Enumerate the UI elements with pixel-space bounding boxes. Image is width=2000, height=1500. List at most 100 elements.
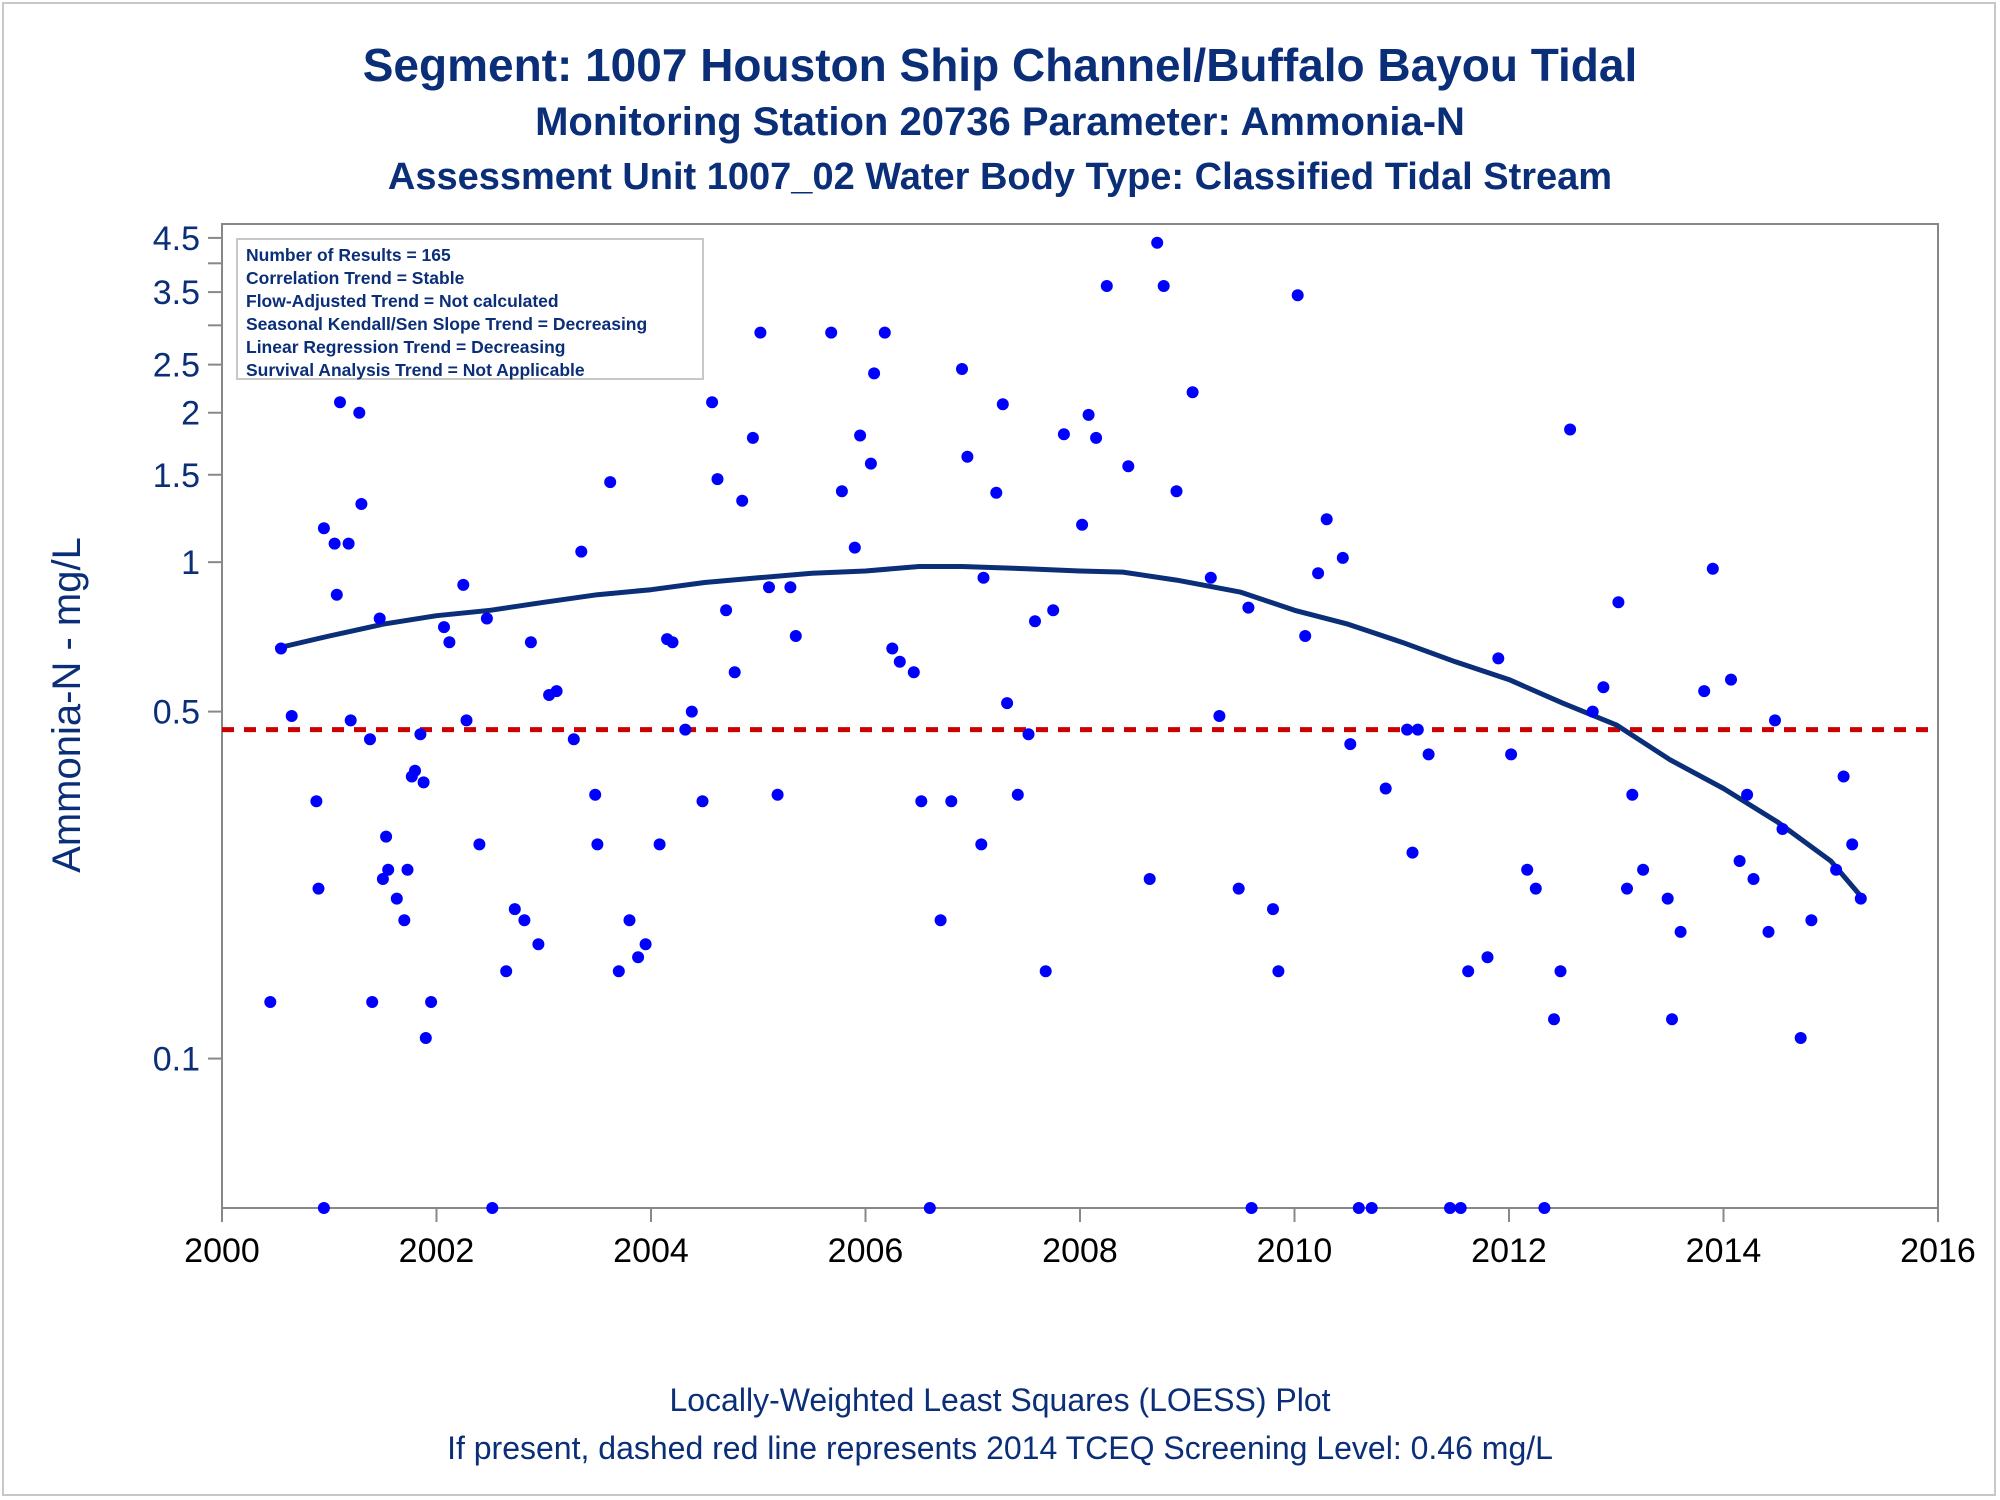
data-point	[1232, 882, 1245, 895]
x-tick-label: 2004	[613, 1232, 689, 1270]
data-point	[417, 776, 430, 789]
data-point	[1022, 728, 1035, 741]
y-tick-label: 0.5	[153, 694, 200, 732]
data-point	[342, 537, 355, 550]
data-point	[1492, 652, 1505, 665]
data-point	[330, 588, 343, 601]
data-point	[1401, 723, 1414, 736]
data-point	[886, 642, 899, 655]
data-point	[604, 476, 617, 489]
data-point	[653, 838, 666, 851]
chart-subtitle-assessment: Assessment Unit 1007_02 Water Body Type:…	[387, 156, 1613, 198]
data-point	[591, 838, 604, 851]
data-point	[1170, 485, 1183, 498]
data-point	[736, 494, 749, 507]
data-point	[264, 996, 277, 1008]
data-point	[825, 326, 838, 339]
data-point	[1706, 562, 1719, 575]
data-point	[893, 655, 906, 668]
data-point	[711, 473, 724, 486]
data-point	[1039, 965, 1052, 978]
trend-summary-line: Seasonal Kendall/Sen Slope Trend = Decre…	[246, 314, 648, 334]
data-point	[1082, 408, 1095, 421]
data-point	[1769, 714, 1781, 727]
data-point	[1846, 838, 1859, 851]
x-tick-label: 2006	[828, 1232, 904, 1270]
data-point	[398, 914, 411, 927]
y-tick-label: 4.5	[153, 220, 200, 258]
data-point	[567, 733, 580, 746]
data-point	[685, 705, 698, 718]
data-point	[1538, 1202, 1551, 1214]
data-point	[784, 581, 797, 594]
data-point	[1597, 681, 1610, 694]
data-point	[1637, 863, 1650, 876]
data-point	[317, 1202, 330, 1214]
data-point	[746, 431, 759, 444]
data-point	[344, 714, 357, 727]
data-point	[1213, 710, 1226, 722]
data-point	[1336, 551, 1349, 564]
data-point	[1776, 823, 1789, 835]
data-point	[975, 838, 988, 851]
data-point	[1076, 518, 1089, 531]
data-point	[632, 951, 645, 964]
x-tick-label: 2016	[1900, 1232, 1976, 1270]
trend-summary-line: Correlation Trend = Stable	[246, 268, 465, 288]
data-point	[1365, 1202, 1378, 1214]
data-point	[1122, 460, 1135, 473]
data-point	[956, 363, 968, 375]
data-point	[763, 581, 775, 594]
footnote-loess: Locally-Weighted Least Squares (LOESS) P…	[669, 1382, 1331, 1418]
y-tick-label: 2.5	[153, 347, 200, 385]
data-point	[706, 396, 719, 409]
x-tick-label: 2012	[1471, 1232, 1547, 1270]
data-point	[679, 723, 692, 736]
series-layer	[222, 236, 1938, 1214]
data-point	[1151, 236, 1164, 249]
data-point	[1320, 513, 1333, 526]
data-point	[864, 457, 877, 470]
data-point	[1586, 705, 1599, 718]
data-point	[1204, 571, 1217, 584]
x-tick-label: 2010	[1257, 1232, 1333, 1270]
data-point	[1090, 431, 1103, 444]
data-point	[878, 326, 891, 339]
data-point	[419, 1032, 432, 1044]
data-point	[923, 1202, 936, 1214]
data-point	[355, 498, 368, 510]
data-point	[1272, 965, 1285, 978]
data-point	[623, 914, 636, 927]
data-point	[443, 636, 456, 649]
data-point	[907, 666, 920, 679]
data-point	[457, 578, 470, 591]
data-point	[1698, 685, 1711, 698]
data-point	[945, 795, 958, 808]
data-point	[961, 450, 974, 463]
data-point	[1011, 788, 1024, 801]
data-point	[1741, 788, 1754, 801]
data-point	[1245, 1202, 1258, 1214]
data-point	[275, 642, 287, 655]
data-point	[996, 398, 1009, 411]
chart-title: Segment: 1007 Houston Ship Channel/Buffa…	[362, 39, 1638, 91]
data-point	[480, 612, 493, 625]
data-point	[1725, 673, 1737, 686]
data-point	[1481, 951, 1494, 964]
data-point	[518, 914, 531, 927]
y-tick-label: 3.5	[153, 274, 200, 312]
axes-layer: 0.1 0.5 1 1.5 2 2.5 3.5 4.5 2000 2002 2004 2006 2008…	[153, 220, 1976, 1270]
data-point	[848, 541, 861, 554]
data-point	[1621, 882, 1633, 895]
data-point	[728, 666, 741, 679]
data-point	[380, 830, 393, 843]
data-point	[720, 604, 733, 617]
data-point	[312, 882, 325, 895]
data-point	[915, 795, 928, 808]
data-point	[310, 795, 323, 808]
data-point	[1521, 863, 1534, 876]
data-point	[473, 838, 486, 851]
y-tick-label: 1	[181, 544, 200, 582]
data-point	[934, 914, 947, 927]
